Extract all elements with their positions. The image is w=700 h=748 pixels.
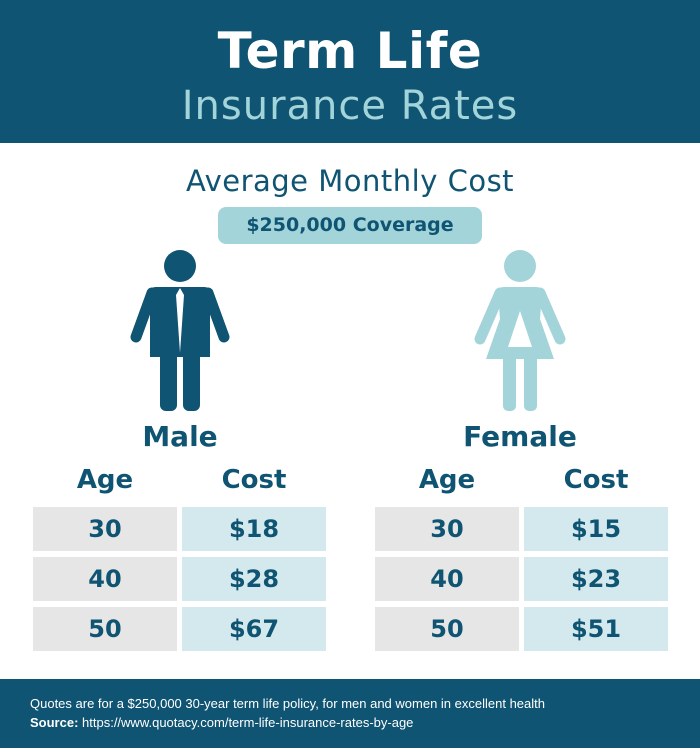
male-cost-header: Cost: [221, 465, 287, 495]
female-cost-cell: $51: [524, 607, 668, 651]
title-line-2: Insurance Rates: [181, 83, 519, 129]
female-age-cell: 40: [375, 557, 519, 601]
male-age-cell: 40: [33, 557, 177, 601]
female-person-icon: [474, 250, 566, 411]
subtitle: Average Monthly Cost: [185, 164, 515, 198]
male-age-header: Age: [76, 465, 134, 495]
female-age-cell: 50: [375, 607, 519, 651]
female-cost-cell: $15: [524, 507, 668, 551]
male-label: Male: [142, 420, 218, 453]
male-cost-cell: $67: [182, 607, 326, 651]
header-banner: Term Life Insurance Rates: [0, 0, 700, 143]
source-url: https://www.quotacy.com/term-life-insura…: [78, 715, 414, 730]
coverage-badge: $250,000 Coverage: [218, 207, 482, 244]
footer-note: Quotes are for a $250,000 30-year term l…: [30, 696, 545, 711]
footer-source: Source: https://www.quotacy.com/term-lif…: [30, 715, 413, 730]
male-age-cell: 50: [33, 607, 177, 651]
source-label: Source:: [30, 715, 79, 730]
male-person-icon: [130, 250, 230, 411]
female-age-cell: 30: [375, 507, 519, 551]
female-label: Female: [463, 420, 577, 453]
male-cost-cell: $18: [182, 507, 326, 551]
female-cost-header: Cost: [563, 465, 629, 495]
female-age-header: Age: [418, 465, 476, 495]
female-cost-cell: $23: [524, 557, 668, 601]
title-line-1: Term Life: [217, 22, 483, 80]
footer: Quotes are for a $250,000 30-year term l…: [0, 679, 700, 748]
male-cost-cell: $28: [182, 557, 326, 601]
male-age-cell: 30: [33, 507, 177, 551]
